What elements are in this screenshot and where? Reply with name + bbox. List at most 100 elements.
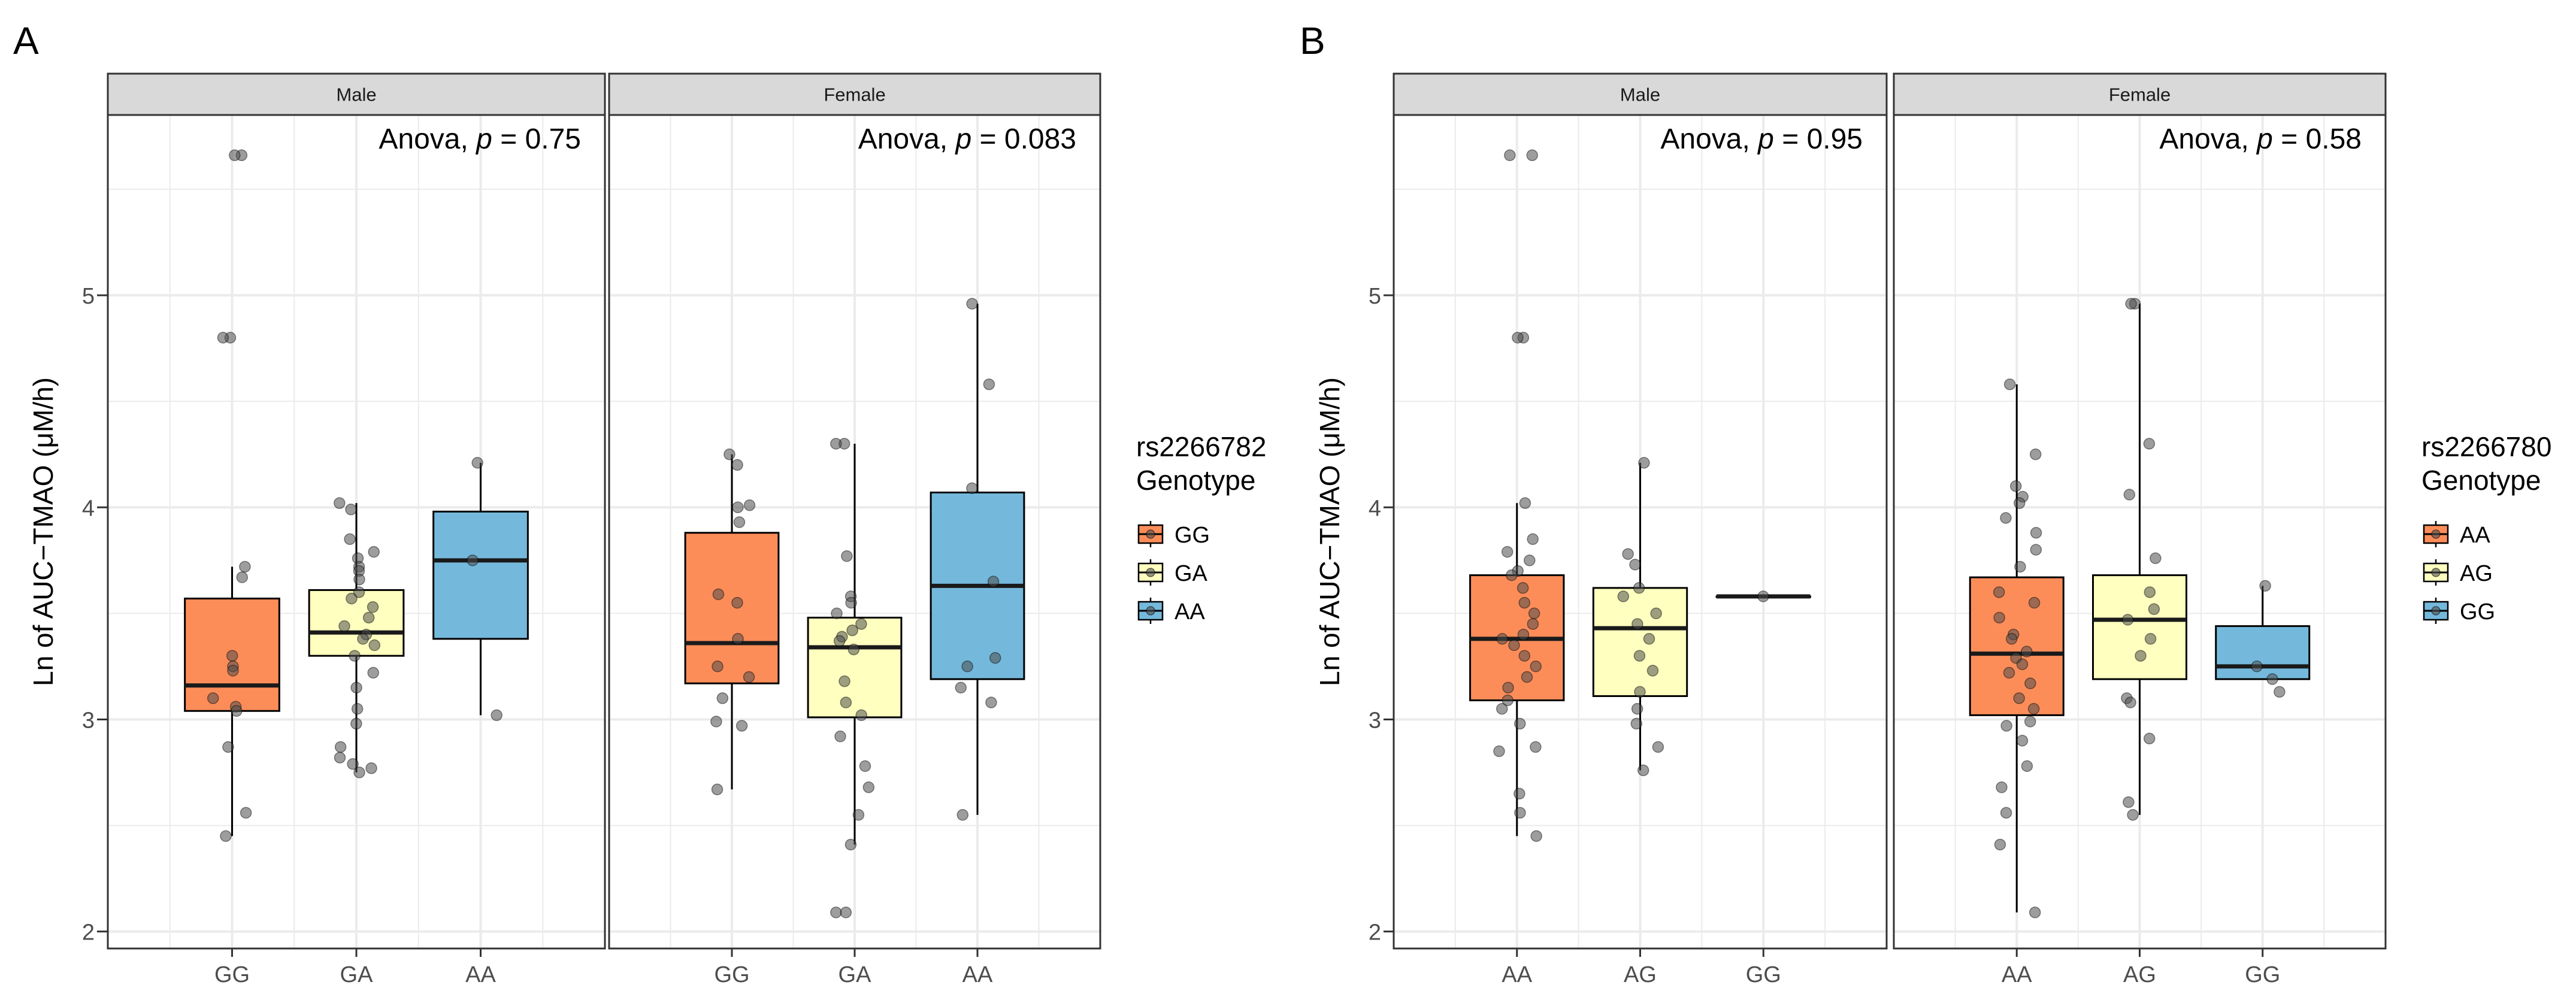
legend-entry: AA	[2421, 520, 2490, 548]
legend-entry: AG	[2421, 558, 2493, 587]
box-gg	[684, 448, 780, 796]
data-point	[220, 830, 232, 843]
data-point	[357, 633, 369, 645]
data-point	[716, 692, 729, 704]
data-point	[840, 907, 852, 919]
data-point	[1521, 671, 1533, 683]
x-tick-label: AG	[2123, 962, 2156, 987]
data-point	[1633, 582, 1645, 594]
x-tick-label: GG	[2245, 962, 2280, 987]
anova-p: p	[475, 123, 492, 155]
data-point	[2016, 658, 2029, 671]
data-point	[834, 731, 846, 743]
data-point	[2000, 512, 2012, 524]
data-point	[1638, 457, 1650, 469]
box-body	[432, 510, 529, 640]
legend-label: AA	[1175, 599, 1205, 625]
data-point	[222, 741, 234, 753]
data-point	[338, 620, 350, 632]
data-point	[231, 705, 243, 717]
facet-strip	[107, 72, 606, 116]
data-point	[2144, 633, 2157, 645]
data-point	[2016, 735, 2029, 747]
data-point	[1514, 807, 1526, 819]
data-point	[1508, 639, 1520, 651]
x-tick-label: AG	[1624, 962, 1657, 987]
data-point	[1512, 332, 1524, 344]
data-point	[2266, 673, 2278, 685]
data-point	[844, 838, 857, 851]
data-point	[1652, 741, 1664, 753]
data-point	[1527, 618, 1539, 630]
data-point	[831, 607, 843, 620]
data-point	[855, 709, 867, 722]
data-point	[712, 660, 724, 672]
data-point	[353, 586, 365, 598]
data-point	[1996, 781, 2008, 793]
data-point	[2135, 650, 2147, 662]
data-point	[2024, 677, 2036, 690]
facet-strip-label: Female	[824, 84, 885, 105]
data-point	[852, 809, 865, 821]
data-point	[2003, 378, 2016, 390]
data-point	[1516, 582, 1529, 594]
data-point	[1634, 686, 1646, 698]
data-point	[362, 611, 375, 624]
data-point	[1517, 629, 1530, 641]
data-point	[353, 766, 365, 778]
data-point	[2124, 696, 2136, 708]
data-point	[987, 575, 1000, 587]
data-point	[1504, 149, 1516, 162]
panel-letter: A	[13, 19, 39, 62]
box-ag	[1592, 457, 1688, 777]
data-point	[2030, 544, 2042, 556]
panel-letter: B	[1300, 19, 1325, 62]
data-point	[353, 573, 365, 586]
box-body	[2092, 574, 2187, 680]
data-point	[841, 550, 853, 562]
y-tick-label: 4	[82, 496, 95, 521]
x-tick-label: AA	[465, 962, 496, 987]
data-point	[2014, 560, 2026, 573]
box-ga	[308, 497, 405, 778]
y-tick-label: 2	[82, 920, 95, 945]
anova-annotation: Anova, p = 0.95	[1660, 123, 1863, 155]
y-tick-label: 3	[1369, 708, 1381, 733]
y-tick-label: 5	[1369, 284, 1381, 309]
legend-label: GG	[2460, 599, 2495, 625]
anova-value: = 0.95	[1774, 123, 1863, 155]
data-point	[1496, 633, 1509, 645]
data-point	[830, 438, 842, 450]
data-point	[368, 639, 381, 651]
anova-p: p	[954, 123, 971, 155]
x-tick-label: GA	[340, 962, 374, 987]
y-tick-label: 4	[1369, 496, 1381, 521]
data-point	[1617, 590, 1630, 602]
legend-entry: AA	[1136, 596, 1205, 625]
data-point	[365, 762, 377, 774]
data-point	[226, 650, 238, 662]
data-point	[1994, 838, 2006, 851]
data-point	[217, 332, 229, 344]
facet-strip	[1893, 72, 2387, 116]
data-point	[733, 516, 746, 528]
data-point	[862, 781, 875, 793]
data-point	[2274, 686, 2286, 698]
facet-female: Female Anova, p = 0.58 AA AG GG	[1893, 72, 2387, 987]
box-ag	[2092, 298, 2187, 821]
anova-annotation: Anova, p = 0.58	[2159, 123, 2362, 155]
data-point	[2150, 552, 2162, 565]
data-point	[732, 633, 744, 645]
data-point	[347, 758, 359, 770]
data-point	[1637, 764, 1649, 777]
data-point	[732, 501, 744, 514]
legend-title-line2: Genotype	[2421, 465, 2541, 496]
x-tick-label: GG	[1746, 962, 1781, 987]
data-point	[2259, 580, 2271, 592]
data-point	[743, 671, 755, 683]
facet-strip	[608, 72, 1101, 116]
